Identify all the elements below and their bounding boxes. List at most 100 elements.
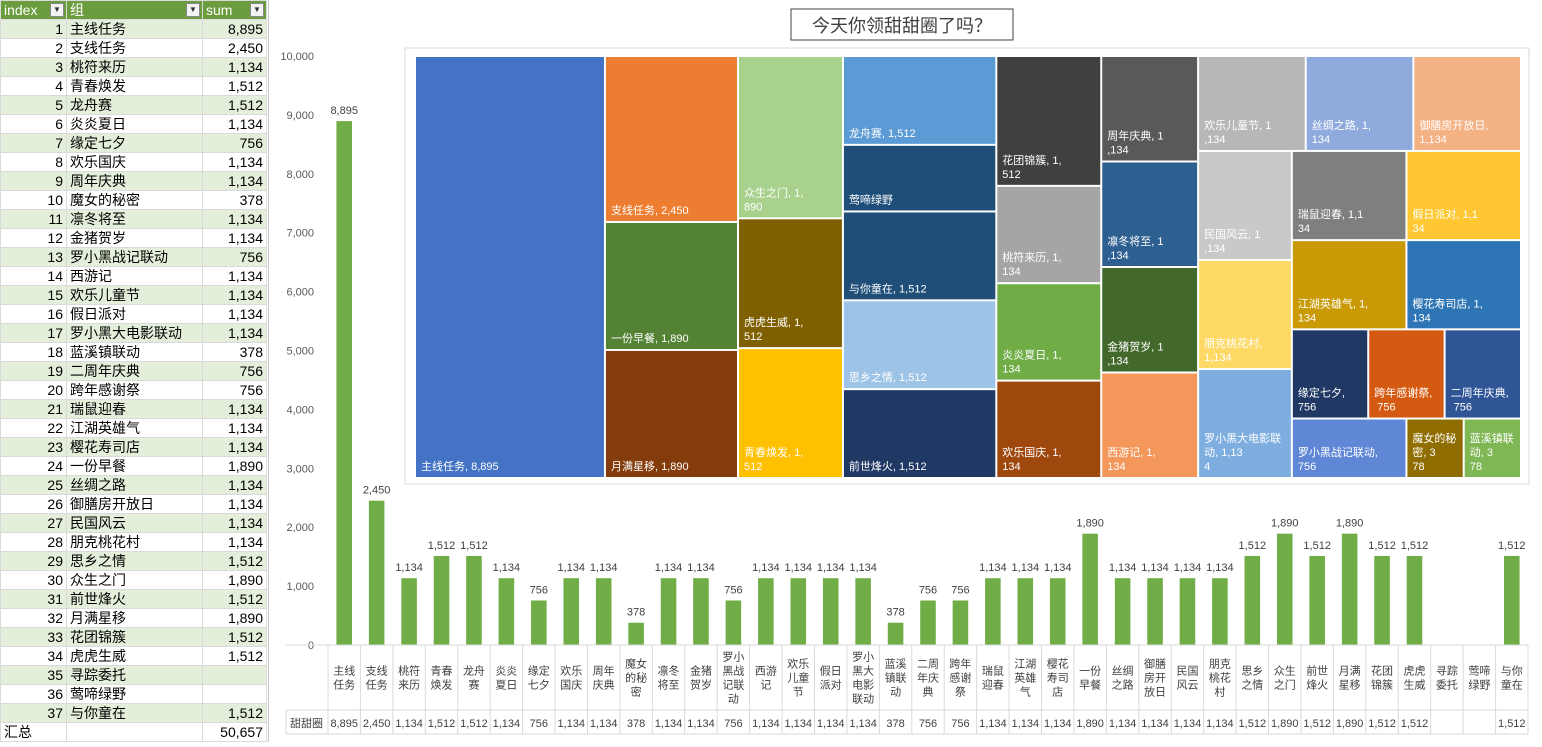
treemap-cell[interactable]: [1199, 57, 1305, 150]
row-sum-cell[interactable]: 1,890: [202, 570, 267, 590]
row-sum-cell[interactable]: 1,134: [202, 152, 267, 172]
row-index-cell[interactable]: 35: [0, 665, 67, 685]
row-name-cell[interactable]: 二周年庆典: [66, 361, 203, 381]
bar[interactable]: [1082, 533, 1098, 645]
row-sum-cell[interactable]: 1,134: [202, 114, 267, 134]
treemap-cell[interactable]: [843, 212, 996, 300]
treemap-chart[interactable]: 主线任务, 8,895 支线任务, 2,450 一份早餐, 1,890 月满星移, 1…: [404, 47, 1530, 485]
treemap-cell[interactable]: [843, 57, 996, 144]
bar[interactable]: [1374, 555, 1390, 645]
row-name-cell[interactable]: 桃符来历: [66, 57, 203, 77]
filter-dropdown-icon[interactable]: ▼: [186, 3, 200, 17]
row-index-cell[interactable]: 27: [0, 513, 67, 533]
row-name-cell[interactable]: 青春焕发: [66, 76, 203, 96]
row-sum-cell[interactable]: 1,134: [202, 437, 267, 457]
row-sum-cell[interactable]: 1,512: [202, 627, 267, 647]
bar[interactable]: [822, 578, 839, 645]
row-index-cell[interactable]: 33: [0, 627, 67, 647]
treemap-cell[interactable]: [1414, 57, 1520, 150]
bar[interactable]: [725, 600, 742, 645]
bar[interactable]: [401, 578, 417, 645]
row-sum-cell[interactable]: [202, 665, 267, 685]
row-index-cell[interactable]: 11: [0, 209, 67, 229]
row-name-cell[interactable]: 众生之门: [66, 570, 203, 590]
treemap-cell[interactable]: [843, 390, 996, 477]
bar[interactable]: [1276, 533, 1293, 645]
row-index-cell[interactable]: 14: [0, 266, 67, 286]
bar[interactable]: [887, 622, 904, 645]
row-sum-cell[interactable]: 1,512: [202, 646, 267, 666]
treemap-cell[interactable]: [997, 186, 1101, 283]
row-sum-cell[interactable]: 1,134: [202, 285, 267, 305]
bar[interactable]: [498, 578, 515, 645]
treemap-cell[interactable]: [997, 284, 1101, 380]
bar[interactable]: [433, 555, 450, 645]
row-sum-cell[interactable]: 1,134: [202, 418, 267, 438]
row-name-cell[interactable]: 欢乐国庆: [66, 152, 203, 172]
row-index-cell[interactable]: 18: [0, 342, 67, 362]
bar[interactable]: [790, 578, 807, 645]
treemap-cell[interactable]: [1199, 369, 1291, 477]
row-name-cell[interactable]: 缘定七夕: [66, 133, 203, 153]
row-sum-cell[interactable]: 756: [202, 247, 267, 267]
row-sum-cell[interactable]: 1,890: [202, 456, 267, 476]
row-index-cell[interactable]: 9: [0, 171, 67, 191]
row-sum-cell[interactable]: 378: [202, 190, 267, 210]
row-name-cell[interactable]: 炎炎夏日: [66, 114, 203, 134]
row-index-cell[interactable]: 4: [0, 76, 67, 96]
row-index-cell[interactable]: 12: [0, 228, 67, 248]
row-name-cell[interactable]: 魔女的秘密: [66, 190, 203, 210]
row-index-cell[interactable]: 6: [0, 114, 67, 134]
row-index-cell[interactable]: 1: [0, 19, 67, 39]
treemap-cell[interactable]: [1102, 373, 1198, 478]
row-name-cell[interactable]: 寻踪委托: [66, 665, 203, 685]
row-index-cell[interactable]: 17: [0, 323, 67, 343]
treemap-cell[interactable]: [1102, 57, 1198, 161]
row-name-cell[interactable]: 跨年感谢祭: [66, 380, 203, 400]
header-index[interactable]: index ▼: [0, 0, 67, 20]
row-sum-cell[interactable]: 1,134: [202, 323, 267, 343]
row-index-cell[interactable]: 36: [0, 684, 67, 704]
row-name-cell[interactable]: 花团锦簇: [66, 627, 203, 647]
treemap-cell[interactable]: [1102, 268, 1198, 372]
row-index-cell[interactable]: 8: [0, 152, 67, 172]
row-index-cell[interactable]: 2: [0, 38, 67, 58]
bar[interactable]: [1017, 578, 1034, 645]
bar-chart[interactable]: 0 1,000 2,000 3,000 4,000 5,000 6,000 7,000 8,00…: [280, 51, 1529, 735]
bar[interactable]: [1244, 555, 1261, 645]
row-index-cell[interactable]: 22: [0, 418, 67, 438]
bar[interactable]: [563, 578, 580, 645]
row-name-cell[interactable]: 主线任务: [66, 19, 203, 39]
bar[interactable]: [952, 600, 969, 645]
bar[interactable]: [855, 578, 871, 645]
treemap-cell[interactable]: [738, 57, 842, 218]
row-sum-cell[interactable]: 1,134: [202, 171, 267, 191]
row-index-cell[interactable]: 30: [0, 570, 67, 590]
row-name-cell[interactable]: 月满星移: [66, 608, 203, 628]
row-name-cell[interactable]: 欢乐儿童节: [66, 285, 203, 305]
treemap-cell[interactable]: [1292, 419, 1406, 477]
row-index-cell[interactable]: 21: [0, 399, 67, 419]
row-name-cell[interactable]: 罗小黑战记联动: [66, 247, 203, 267]
row-index-cell[interactable]: 32: [0, 608, 67, 628]
row-name-cell[interactable]: 民国风云: [66, 513, 203, 533]
header-group[interactable]: 组 ▼: [66, 0, 203, 20]
row-index-cell[interactable]: 24: [0, 456, 67, 476]
row-index-cell[interactable]: 13: [0, 247, 67, 267]
row-sum-cell[interactable]: 2,450: [202, 38, 267, 58]
bar[interactable]: [628, 622, 644, 645]
row-name-cell[interactable]: 一份早餐: [66, 456, 203, 476]
row-name-cell[interactable]: 丝绸之路: [66, 475, 203, 495]
treemap-cell[interactable]: [1407, 151, 1520, 240]
row-sum-cell[interactable]: 1,134: [202, 57, 267, 77]
row-sum-cell[interactable]: 756: [202, 361, 267, 381]
filter-dropdown-icon[interactable]: ▼: [50, 3, 64, 17]
row-sum-cell[interactable]: 756: [202, 380, 267, 400]
bar[interactable]: [1406, 555, 1423, 645]
treemap-cell[interactable]: [997, 381, 1101, 477]
bar[interactable]: [1212, 578, 1228, 645]
treemap-cell[interactable]: [605, 222, 737, 349]
bar[interactable]: [531, 600, 547, 645]
row-index-cell[interactable]: 3: [0, 57, 67, 77]
treemap-cell[interactable]: [843, 301, 996, 389]
